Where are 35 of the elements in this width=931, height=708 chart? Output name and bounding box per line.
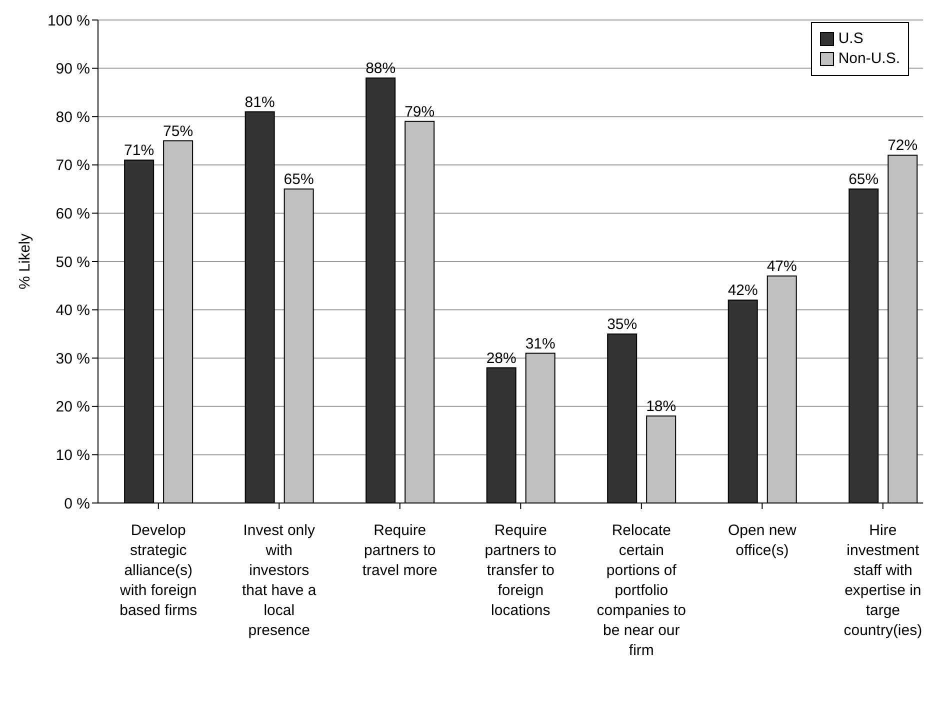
data-label: 47% [766,258,797,275]
data-label: 35% [607,316,638,333]
y-tick-label: 90 % [56,60,90,78]
y-tick-label: 50 % [56,254,90,271]
data-label: 42% [728,282,758,300]
data-label: 18% [646,398,676,416]
y-tick-label: 70 % [56,157,90,174]
y-tick-label: 20 % [56,398,90,416]
y-tick-label: 10 % [56,447,90,464]
x-tick-label: Open new office(s) [728,522,797,559]
y-tick-label: 30 % [56,350,90,368]
x-tick-label: Require partners to travel more [362,522,438,579]
data-label: 28% [486,350,516,367]
y-tick-label: 80 % [56,108,90,126]
x-tick-label: Relocate certain portions of portfolio companies to be near our firm [596,522,686,659]
data-label: 75% [163,122,194,140]
data-label: 65% [848,171,879,188]
y-tick-label: 100 % [47,12,90,30]
data-label: 71% [124,142,154,160]
data-label: 65% [284,171,314,188]
x-tick-label: Develop strategic alliance(s) with foreign based firms [119,522,198,619]
data-label: 31% [525,335,556,352]
x-tick-label: Hire investment staff with expertise in targe country(ies) [844,522,922,639]
data-label: 81% [244,94,275,111]
y-tick-label: 40 % [56,302,90,320]
data-label: 72% [888,137,918,154]
x-tick-label: Invest only with investors that have a local presence [242,522,317,639]
y-axis-title: % Likely [16,233,34,290]
y-tick-label: 60 % [56,206,90,223]
legend-label: U.S [838,29,864,49]
x-tick-label: Require partners to transfer to foreign locations [484,522,557,619]
legend-label: Non-U.S. [838,49,900,69]
data-label: 88% [366,60,396,77]
data-label: 79% [404,103,435,120]
y-tick-label: 0 % [64,495,90,512]
